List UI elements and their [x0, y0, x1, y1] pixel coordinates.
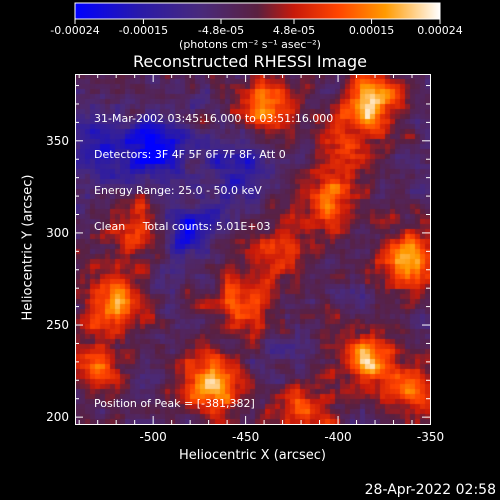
x-tick-label: -400	[324, 430, 352, 444]
heatmap-image	[75, 74, 430, 424]
colorbar-tick-label: -4.8e-05	[197, 24, 245, 37]
colorbar-unit-label: (photons cm⁻² s⁻¹ asec⁻²)	[179, 38, 321, 51]
info-total-counts: Clean Total counts: 5.01E+03	[94, 220, 271, 233]
x-tick-label: -500	[139, 430, 167, 444]
y-tick-label: 250	[46, 318, 69, 333]
x-axis-label: Heliocentric X (arcsec)	[179, 448, 326, 463]
timestamp: 28-Apr-2022 02:58	[364, 482, 496, 498]
colorbar-tick-label: 0.00015	[348, 24, 395, 37]
chart-title: Reconstructed RHESSI Image	[133, 52, 367, 71]
plot-frame	[75, 74, 431, 425]
colorbar-tick-label: -0.00024	[50, 24, 100, 37]
y-tick-label: 350	[46, 133, 69, 148]
axis-ticks	[75, 74, 431, 424]
y-tick-label: 300	[46, 225, 69, 240]
peak-position-label: Position of Peak = [-381,382]	[94, 397, 255, 410]
colorbar-ticks	[74, 19, 441, 24]
x-tick-label: -350	[416, 430, 445, 444]
colorbar-tick-label: -0.00015	[118, 24, 169, 37]
y-axis-label: Heliocentric Y (arcsec)	[20, 174, 36, 321]
info-block: 31-Mar-2002 03:45:16.000 to 03:51:16.000…	[94, 89, 333, 245]
colorbar-tick-label: 4.8e-05	[272, 24, 316, 37]
y-tick-label: 200	[46, 410, 69, 425]
x-tick-label: -450	[231, 430, 260, 444]
info-time-range: 31-Mar-2002 03:45:16.000 to 03:51:16.000	[94, 112, 334, 125]
colorbar-gradient	[74, 2, 441, 20]
info-energy-range: Energy Range: 25.0 - 50.0 keV	[94, 184, 262, 197]
colorbar	[74, 2, 441, 24]
info-detectors: Detectors: 3F 4F 5F 6F 7F 8F, Att 0	[94, 148, 286, 161]
colorbar-tick-label: 0.00024	[417, 24, 463, 37]
